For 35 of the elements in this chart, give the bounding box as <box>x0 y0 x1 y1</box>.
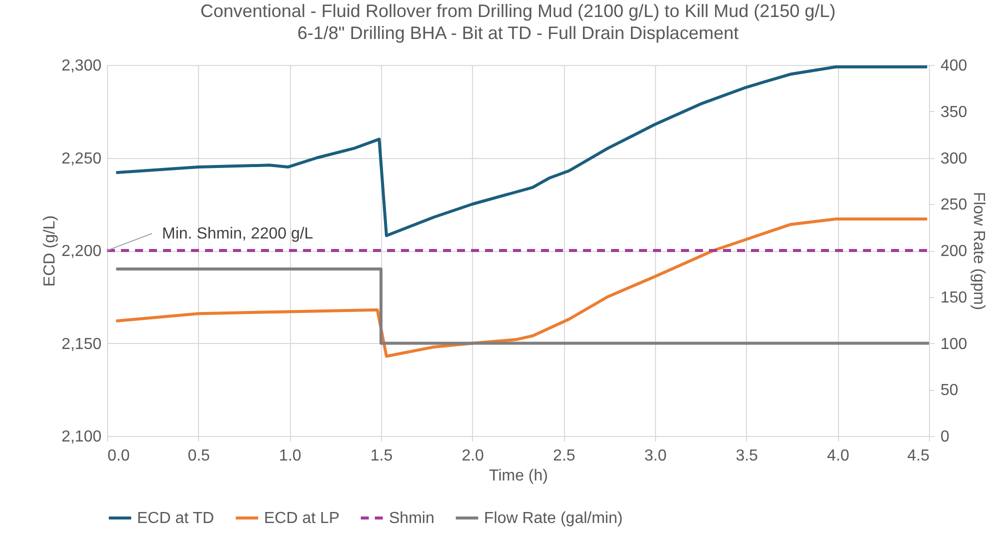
x-tick-label: 4.5 <box>907 448 930 464</box>
y2-tick-label: 250 <box>940 196 968 214</box>
x-axis-title: Time (h) <box>489 468 548 484</box>
y2-tick-label: 400 <box>940 58 968 74</box>
legend-label: ECD at TD <box>137 510 214 527</box>
y-tick-label: 2,150 <box>61 336 102 353</box>
y2-tick-label: 50 <box>940 382 958 400</box>
y2-tick-label: 350 <box>940 104 968 121</box>
y-tick-label: 2,100 <box>61 428 102 446</box>
x-tick-label: 2.5 <box>553 448 576 464</box>
y2-tick-label: 150 <box>940 289 968 306</box>
y-tick-label: 2,300 <box>61 58 102 74</box>
y-tick-label: 2,200 <box>61 243 102 260</box>
x-tick-label: 1.0 <box>279 448 302 464</box>
y-axis-title: ECD (g/L) <box>41 215 58 287</box>
legend-label: Shmin <box>389 510 434 527</box>
x-tick-label: 1.5 <box>370 448 393 464</box>
text: Conventional - Fluid Rollover from Drilling Mud (2100 g/L) to Kill Mud (2150 g/L) <box>200 1 836 21</box>
x-tick-label: 3.0 <box>644 448 667 464</box>
x-tick-label: 4.0 <box>827 448 850 464</box>
x-tick-label: 2.0 <box>462 448 484 464</box>
y2-tick-label: 0 <box>940 428 950 446</box>
text: 6-1/8" Drilling BHA - Bit at TD - Full Drain Displacement <box>297 23 739 43</box>
annotation: Min. Shmin, 2200 g/L <box>162 226 314 242</box>
legend-label: Flow Rate (gal/min) <box>484 510 623 527</box>
legend-label: ECD at LP <box>264 510 340 527</box>
x-tick-label: 0.0 <box>108 448 130 464</box>
y-tick-label: 2,250 <box>61 150 102 168</box>
line-series <box>114 217 929 358</box>
y2-tick-label: 300 <box>940 150 968 168</box>
y2-tick-label: 200 <box>940 243 968 260</box>
x-tick-label: 0.5 <box>188 448 210 464</box>
y2-axis-title: Flow Rate (gpm) <box>970 192 988 310</box>
y2-tick-label: 100 <box>940 336 968 353</box>
x-tick-label: 3.5 <box>736 448 758 464</box>
